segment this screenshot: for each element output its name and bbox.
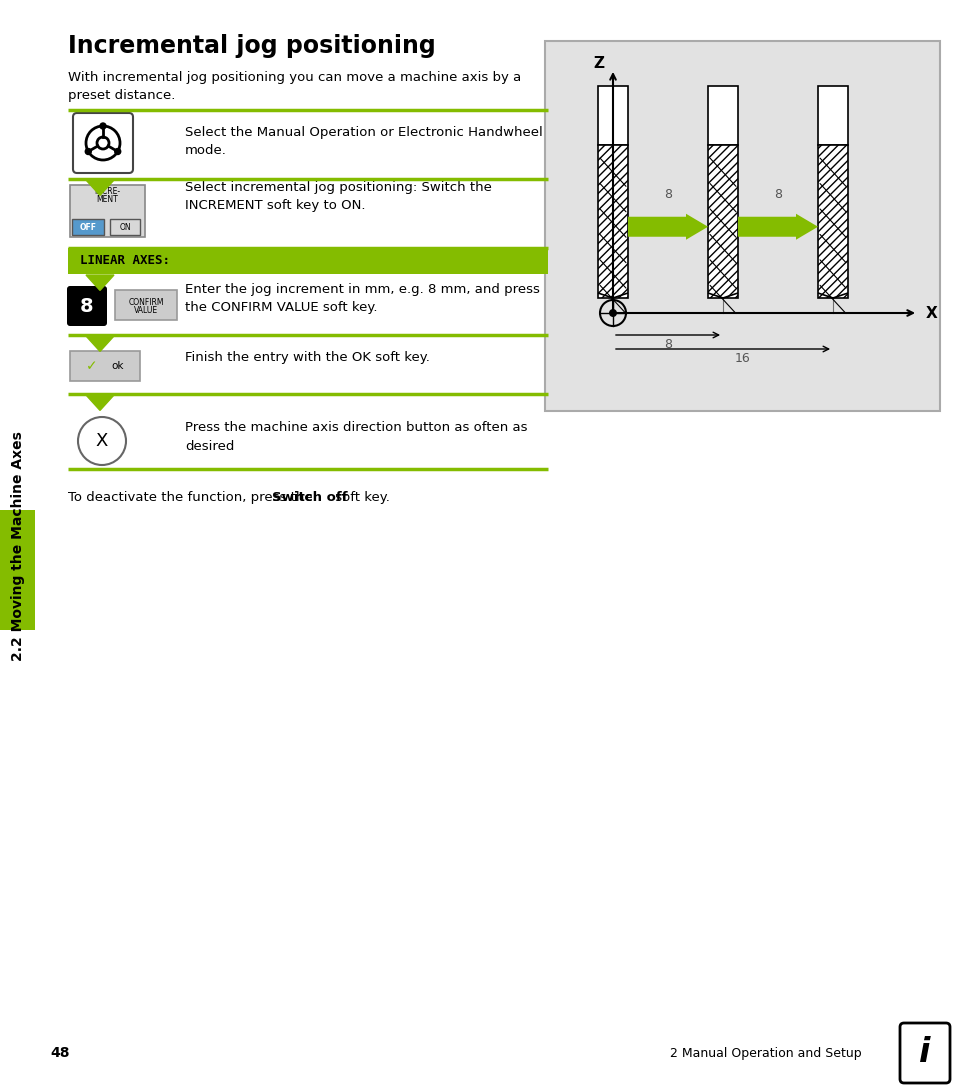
Bar: [707, 86, 738, 145]
FancyBboxPatch shape: [70, 185, 145, 237]
Bar: [598, 145, 627, 298]
FancyBboxPatch shape: [71, 219, 104, 235]
Text: OFF: OFF: [79, 223, 96, 231]
Text: CONFIRM: CONFIRM: [128, 298, 164, 307]
Text: Press the machine axis direction button as often as
desired: Press the machine axis direction button …: [185, 421, 527, 453]
Bar: [0, 509, 35, 630]
Text: ✓: ✓: [86, 359, 98, 373]
Bar: [598, 86, 627, 145]
FancyBboxPatch shape: [115, 290, 177, 320]
Text: VALUE: VALUE: [133, 305, 158, 315]
FancyBboxPatch shape: [73, 113, 132, 173]
Text: With incremental jog positioning you can move a machine axis by a
preset distanc: With incremental jog positioning you can…: [68, 71, 520, 103]
Circle shape: [114, 148, 121, 155]
Circle shape: [608, 309, 617, 317]
Text: To deactivate the function, press the: To deactivate the function, press the: [68, 491, 316, 504]
Text: 8: 8: [663, 338, 671, 351]
Text: Incremental jog positioning: Incremental jog positioning: [68, 34, 436, 58]
Text: 2.2 Moving the Machine Axes: 2.2 Moving the Machine Axes: [11, 431, 25, 661]
FancyBboxPatch shape: [67, 286, 107, 326]
Text: X: X: [95, 432, 108, 449]
Text: LINEAR AXES:: LINEAR AXES:: [80, 254, 170, 267]
Text: i: i: [919, 1036, 930, 1069]
Text: 8: 8: [663, 188, 671, 201]
Text: MENT: MENT: [96, 195, 118, 204]
Text: X: X: [925, 305, 937, 321]
FancyArrow shape: [738, 214, 817, 240]
Text: Enter the jog increment in mm, e.g. 8 mm, and press
the CONFIRM VALUE soft key.: Enter the jog increment in mm, e.g. 8 mm…: [185, 283, 539, 314]
Text: soft key.: soft key.: [331, 491, 390, 504]
Text: Select the Manual Operation or Electronic Handwheel
mode.: Select the Manual Operation or Electroni…: [185, 125, 542, 157]
Bar: [817, 145, 847, 298]
Bar: [707, 145, 738, 298]
Text: 8: 8: [80, 297, 93, 315]
Polygon shape: [86, 275, 113, 290]
FancyArrow shape: [627, 214, 707, 240]
FancyBboxPatch shape: [899, 1023, 949, 1083]
FancyBboxPatch shape: [70, 351, 140, 381]
Text: 2 Manual Operation and Setup: 2 Manual Operation and Setup: [669, 1046, 861, 1059]
Text: INCRE-: INCRE-: [93, 187, 120, 196]
Text: 8: 8: [773, 188, 781, 201]
Text: 48: 48: [50, 1046, 70, 1060]
Bar: [68, 248, 547, 274]
Polygon shape: [86, 336, 113, 351]
Text: ok: ok: [112, 361, 124, 371]
Text: Switch off: Switch off: [273, 491, 348, 504]
Bar: [817, 86, 847, 145]
Text: Finish the entry with the OK soft key.: Finish the entry with the OK soft key.: [185, 351, 430, 364]
Polygon shape: [86, 395, 113, 410]
Text: ON: ON: [119, 223, 131, 231]
Bar: [544, 41, 939, 411]
Text: Select incremental jog positioning: Switch the
INCREMENT soft key to ON.: Select incremental jog positioning: Swit…: [185, 181, 492, 213]
Text: 16: 16: [735, 352, 750, 365]
FancyBboxPatch shape: [110, 219, 140, 235]
Circle shape: [100, 123, 106, 129]
Polygon shape: [86, 180, 113, 195]
Circle shape: [85, 148, 91, 155]
Text: Z: Z: [593, 56, 604, 71]
